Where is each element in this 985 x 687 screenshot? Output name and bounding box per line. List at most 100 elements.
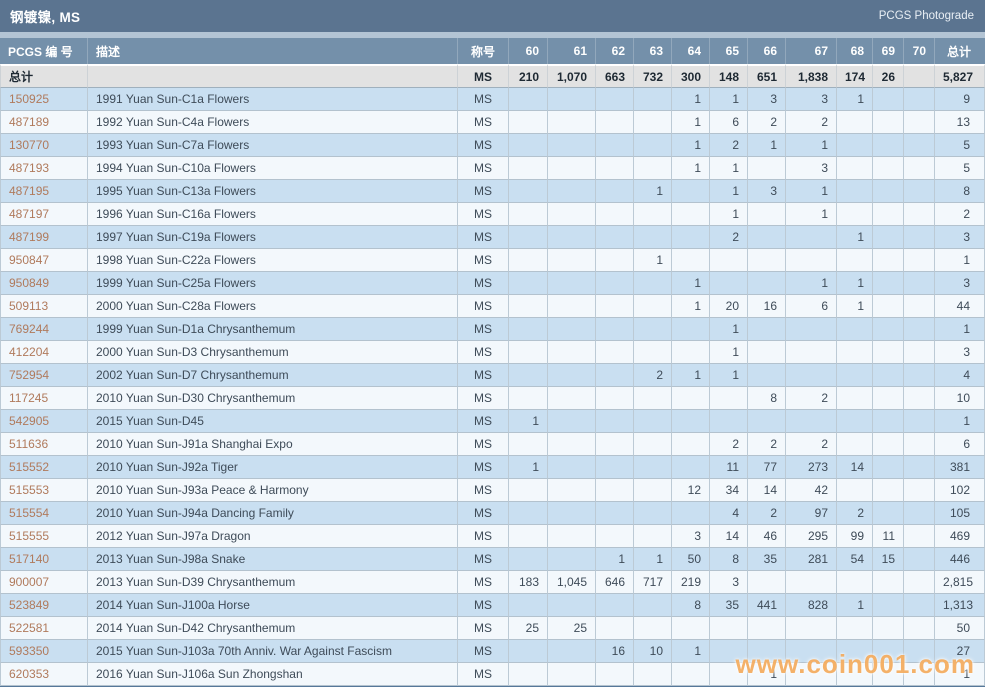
grade-count-cell: 15 <box>873 548 904 571</box>
pcgs-number-link[interactable]: 515554 <box>0 502 88 525</box>
pcgs-number-link[interactable]: 487189 <box>0 111 88 134</box>
grade-count-cell <box>710 663 748 686</box>
grade-count-cell <box>509 249 548 272</box>
row-total-cell: 3 <box>935 272 985 295</box>
grade-count-cell <box>509 364 548 387</box>
description-cell: 2010 Yuan Sun-J91a Shanghai Expo <box>88 433 458 456</box>
grade-count-cell <box>786 571 837 594</box>
pcgs-number-link[interactable]: 517140 <box>0 548 88 571</box>
totals-description <box>88 64 458 88</box>
row-total-cell: 10 <box>935 387 985 410</box>
grade-count-cell <box>873 663 904 686</box>
grade-count-cell: 11 <box>710 456 748 479</box>
description-cell: 1996 Yuan Sun-C16a Flowers <box>88 203 458 226</box>
pcgs-number-link[interactable]: 950849 <box>0 272 88 295</box>
column-header: PCGS 编 号 <box>0 38 88 64</box>
grade-count-cell <box>548 663 596 686</box>
photograde-link[interactable]: PCGS Photograde <box>878 10 974 22</box>
pcgs-number-link[interactable]: 900007 <box>0 571 88 594</box>
totals-grade-count: 732 <box>634 64 672 88</box>
grade-count-cell <box>904 663 935 686</box>
grade-count-cell <box>904 456 935 479</box>
grade-count-cell <box>548 203 596 226</box>
grade-count-cell: 34 <box>710 479 748 502</box>
pcgs-number-link[interactable]: 593350 <box>0 640 88 663</box>
grade-count-cell <box>596 295 634 318</box>
row-total-cell: 27 <box>935 640 985 663</box>
grade-count-cell <box>672 203 710 226</box>
pcgs-number-link[interactable]: 412204 <box>0 341 88 364</box>
pcgs-number-link[interactable]: 542905 <box>0 410 88 433</box>
table-row: 950849 1999 Yuan Sun-C25a Flowers MS 1 1 1 3 <box>0 272 985 295</box>
grade-count-cell <box>837 180 873 203</box>
grade-count-cell <box>509 663 548 686</box>
grade-count-cell <box>634 157 672 180</box>
grade-count-cell: 1 <box>786 203 837 226</box>
column-header: 63 <box>634 38 672 64</box>
pcgs-number-link[interactable]: 620353 <box>0 663 88 686</box>
pcgs-number-link[interactable]: 515555 <box>0 525 88 548</box>
pcgs-number-link[interactable]: 130770 <box>0 134 88 157</box>
grade-count-cell: 1 <box>672 134 710 157</box>
pcgs-number-link[interactable]: 487199 <box>0 226 88 249</box>
description-cell: 2010 Yuan Sun-J94a Dancing Family <box>88 502 458 525</box>
grade-count-cell <box>710 272 748 295</box>
grade-count-cell <box>634 479 672 502</box>
designation-cell: MS <box>458 134 509 157</box>
grade-count-cell: 1 <box>672 364 710 387</box>
grade-count-cell <box>873 295 904 318</box>
description-cell: 2000 Yuan Sun-D3 Chrysanthemum <box>88 341 458 364</box>
grade-count-cell <box>837 640 873 663</box>
description-cell: 2000 Yuan Sun-C28a Flowers <box>88 295 458 318</box>
grade-count-cell: 1 <box>672 295 710 318</box>
grade-count-cell <box>634 433 672 456</box>
grade-count-cell <box>548 433 596 456</box>
grade-count-cell: 281 <box>786 548 837 571</box>
pcgs-number-link[interactable]: 515553 <box>0 479 88 502</box>
grade-count-cell <box>786 364 837 387</box>
pcgs-number-link[interactable]: 769244 <box>0 318 88 341</box>
grade-count-cell <box>548 364 596 387</box>
grade-count-cell <box>837 571 873 594</box>
grade-count-cell <box>509 226 548 249</box>
designation-cell: MS <box>458 226 509 249</box>
grade-count-cell: 16 <box>748 295 786 318</box>
grade-count-cell <box>873 387 904 410</box>
pcgs-number-link[interactable]: 487193 <box>0 157 88 180</box>
description-cell: 1991 Yuan Sun-C1a Flowers <box>88 88 458 111</box>
grade-count-cell: 50 <box>672 548 710 571</box>
pcgs-number-link[interactable]: 487197 <box>0 203 88 226</box>
grade-count-cell <box>509 387 548 410</box>
totals-grand-total: 5,827 <box>935 64 985 88</box>
designation-cell: MS <box>458 479 509 502</box>
pcgs-number-link[interactable]: 523849 <box>0 594 88 617</box>
grade-count-cell <box>672 226 710 249</box>
pcgs-number-link[interactable]: 515552 <box>0 456 88 479</box>
totals-grade-count: 26 <box>873 64 904 88</box>
pcgs-number-link[interactable]: 509113 <box>0 295 88 318</box>
grade-count-cell: 3 <box>786 88 837 111</box>
table-row: 117245 2010 Yuan Sun-D30 Chrysanthemum MS 8… <box>0 387 985 410</box>
grade-count-cell <box>548 548 596 571</box>
pcgs-number-link[interactable]: 752954 <box>0 364 88 387</box>
pcgs-number-link[interactable]: 117245 <box>0 387 88 410</box>
pcgs-number-link[interactable]: 511636 <box>0 433 88 456</box>
designation-cell: MS <box>458 387 509 410</box>
grade-count-cell: 16 <box>596 640 634 663</box>
table-row: 487189 1992 Yuan Sun-C4a Flowers MS 1 6 2 2 13 <box>0 111 985 134</box>
table-row: 509113 2000 Yuan Sun-C28a Flowers MS 1 20 16 6… <box>0 295 985 318</box>
table-row: 515553 2010 Yuan Sun-J93a Peace & Harmony… <box>0 479 985 502</box>
grade-count-cell <box>837 157 873 180</box>
pcgs-number-link[interactable]: 522581 <box>0 617 88 640</box>
grade-count-cell <box>509 640 548 663</box>
pcgs-number-link[interactable]: 950847 <box>0 249 88 272</box>
description-cell: 2002 Yuan Sun-D7 Chrysanthemum <box>88 364 458 387</box>
pcgs-number-link[interactable]: 150925 <box>0 88 88 111</box>
grade-count-cell <box>873 640 904 663</box>
pcgs-number-link[interactable]: 487195 <box>0 180 88 203</box>
grade-count-cell <box>548 594 596 617</box>
grade-count-cell <box>672 318 710 341</box>
grade-count-cell <box>904 410 935 433</box>
designation-cell: MS <box>458 594 509 617</box>
